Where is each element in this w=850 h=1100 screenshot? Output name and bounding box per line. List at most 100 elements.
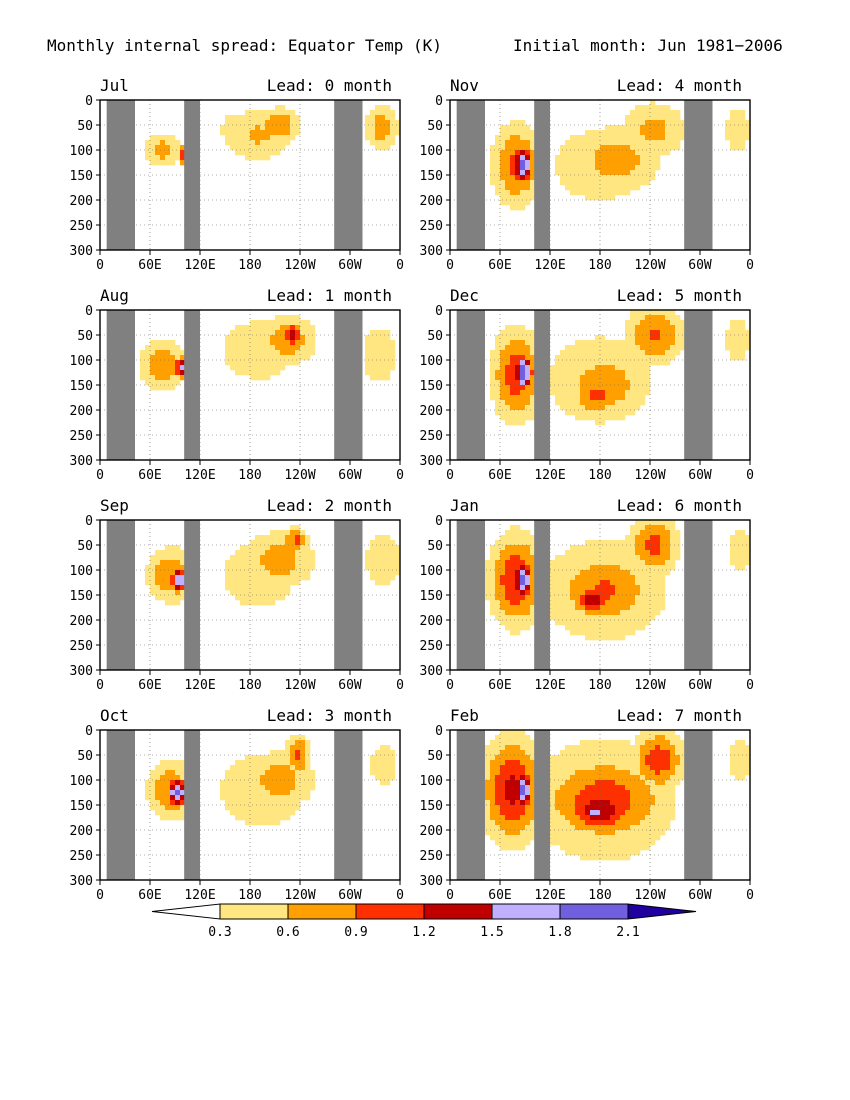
contour-cell	[595, 575, 601, 581]
contour-cell	[390, 545, 396, 551]
contour-cell	[630, 615, 636, 621]
contour-cell	[520, 780, 526, 786]
contour-cell	[495, 600, 501, 606]
contour-cell	[635, 565, 641, 571]
contour-cell	[370, 130, 376, 136]
contour-cell	[145, 350, 151, 356]
contour-cell	[265, 755, 271, 761]
contour-cell	[510, 170, 516, 176]
contour-cell	[605, 615, 611, 621]
contour-cell	[605, 130, 611, 136]
contour-cell	[520, 360, 526, 366]
contour-cell	[155, 150, 161, 156]
contour-cell	[495, 760, 501, 766]
contour-cell	[525, 760, 531, 766]
contour-cell	[385, 330, 391, 336]
contour-cell	[595, 600, 601, 606]
contour-cell	[500, 130, 506, 136]
contour-cell	[655, 780, 661, 786]
contour-cell	[300, 330, 306, 336]
land-mask	[456, 520, 485, 670]
contour-cell	[270, 565, 276, 571]
contour-cell	[170, 380, 176, 386]
contour-cell	[510, 365, 516, 371]
contour-field	[145, 525, 401, 606]
contour-cell	[585, 140, 591, 146]
contour-cell	[170, 140, 176, 146]
contour-cell	[640, 735, 646, 741]
contour-cell	[500, 170, 506, 176]
x-tick-label: 0	[96, 678, 104, 693]
contour-cell	[595, 825, 601, 831]
contour-cell	[260, 360, 266, 366]
contour-cell	[275, 340, 281, 346]
contour-cell	[610, 550, 616, 556]
contour-cell	[260, 800, 266, 806]
contour-cell	[245, 790, 251, 796]
contour-cell	[730, 755, 736, 761]
contour-cell	[525, 750, 531, 756]
contour-cell	[625, 740, 631, 746]
contour-cell	[660, 575, 666, 581]
contour-cell	[565, 175, 571, 181]
contour-cell	[295, 350, 301, 356]
contour-cell	[625, 790, 631, 796]
contour-cell	[555, 355, 561, 361]
contour-cell	[395, 555, 401, 561]
contour-cell	[295, 770, 301, 776]
land-mask	[534, 100, 550, 250]
contour-cell	[375, 575, 381, 581]
contour-cell	[530, 610, 536, 616]
contour-cell	[290, 770, 296, 776]
contour-cell	[375, 130, 381, 136]
contour-cell	[520, 545, 526, 551]
contour-cell	[645, 520, 651, 526]
contour-cell	[650, 765, 656, 771]
contour-cell	[280, 565, 286, 571]
contour-cell	[565, 595, 571, 601]
contour-cell	[230, 135, 236, 141]
contour-cell	[240, 580, 246, 586]
contour-cell	[230, 585, 236, 591]
contour-cell	[165, 805, 171, 811]
contour-cell	[495, 545, 501, 551]
contour-cell	[575, 340, 581, 346]
contour-cell	[640, 780, 646, 786]
contour-cell	[270, 115, 276, 121]
contour-cell	[510, 415, 516, 421]
contour-cell	[245, 775, 251, 781]
contour-cell	[580, 360, 586, 366]
contour-cell	[600, 825, 606, 831]
contour-cell	[235, 145, 241, 151]
contour-cell	[725, 120, 731, 126]
contour-cell	[285, 350, 291, 356]
contour-cell	[625, 390, 631, 396]
y-tick-label: 250	[420, 219, 443, 234]
contour-cell	[600, 375, 606, 381]
contour-cell	[180, 770, 186, 776]
contour-cell	[530, 615, 536, 621]
contour-cell	[570, 390, 576, 396]
contour-cell	[525, 735, 531, 741]
contour-cell	[645, 155, 651, 161]
contour-cell	[660, 590, 666, 596]
contour-cell	[260, 135, 266, 141]
contour-cell	[490, 575, 496, 581]
contour-cell	[370, 760, 376, 766]
contour-cell	[620, 130, 626, 136]
contour-cell	[515, 730, 521, 736]
contour-cell	[645, 525, 651, 531]
contour-cell	[625, 370, 631, 376]
contour-cell	[155, 380, 161, 386]
contour-cell	[495, 340, 501, 346]
contour-cell	[500, 740, 506, 746]
contour-cell	[510, 190, 516, 196]
contour-cell	[255, 780, 261, 786]
contour-cell	[285, 575, 291, 581]
contour-cell	[520, 150, 526, 156]
panel-month-label: Jul	[100, 76, 129, 95]
contour-cell	[560, 615, 566, 621]
contour-cell	[150, 355, 156, 361]
contour-cell	[620, 630, 626, 636]
